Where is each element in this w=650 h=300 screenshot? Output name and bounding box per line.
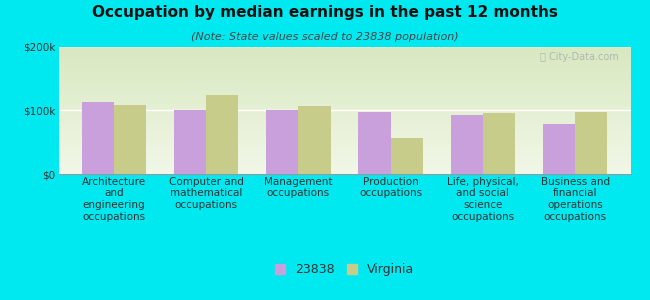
Text: Occupation by median earnings in the past 12 months: Occupation by median earnings in the pas… [92, 4, 558, 20]
Bar [391, 138, 423, 174]
Bar [114, 105, 146, 174]
Bar [575, 112, 608, 174]
Bar [266, 110, 298, 174]
Bar [483, 113, 515, 174]
Bar [450, 115, 483, 174]
Bar [543, 124, 575, 174]
Bar [298, 106, 331, 174]
Text: Ⓐ City-Data.com: Ⓐ City-Data.com [540, 52, 619, 61]
Bar [358, 112, 391, 174]
Bar [206, 95, 239, 174]
Legend: 23838, Virginia: 23838, Virginia [271, 260, 418, 280]
Text: (Note: State values scaled to 23838 population): (Note: State values scaled to 23838 popu… [191, 32, 459, 41]
Bar [81, 102, 114, 174]
Bar [174, 110, 206, 174]
